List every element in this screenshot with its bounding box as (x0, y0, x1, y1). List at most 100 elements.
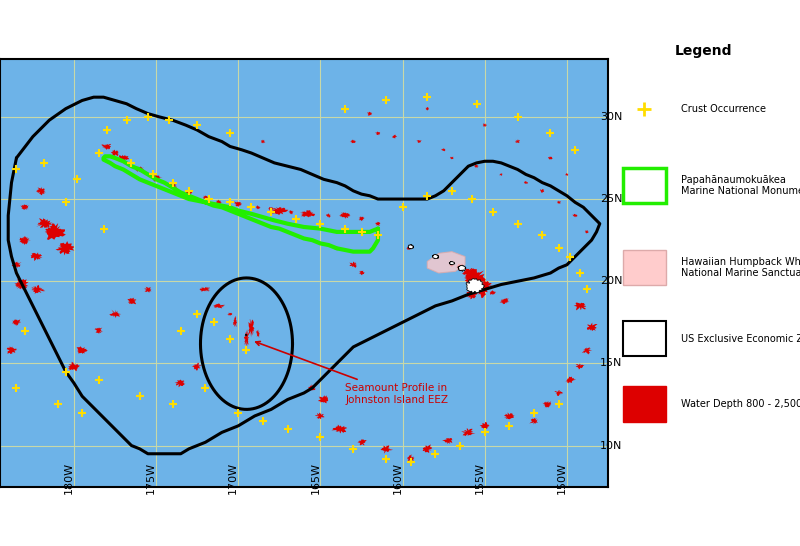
Point (574, 269, 586, 277)
Polygon shape (192, 363, 202, 371)
Polygon shape (574, 302, 586, 310)
Polygon shape (464, 268, 486, 287)
Point (564, 252, 577, 261)
Polygon shape (20, 204, 30, 210)
Point (92, 376, 105, 384)
Text: 160W: 160W (393, 462, 402, 495)
Polygon shape (585, 230, 589, 234)
Polygon shape (14, 279, 29, 290)
Polygon shape (118, 155, 129, 162)
Text: 15N: 15N (600, 358, 622, 369)
Point (338, 104, 351, 113)
Point (232, 408, 245, 417)
Polygon shape (248, 319, 254, 337)
Polygon shape (464, 290, 478, 299)
Point (92, 149, 105, 157)
Text: 25N: 25N (600, 194, 622, 204)
Polygon shape (408, 245, 414, 249)
Point (190, 121, 203, 129)
Polygon shape (32, 285, 46, 294)
Polygon shape (425, 107, 429, 111)
Polygon shape (481, 281, 493, 289)
Polygon shape (350, 139, 356, 143)
Point (10, 384, 23, 393)
Point (76, 408, 89, 417)
Polygon shape (461, 429, 475, 436)
Polygon shape (407, 454, 414, 461)
Point (486, 208, 499, 217)
Polygon shape (392, 134, 397, 139)
Polygon shape (315, 413, 324, 419)
Polygon shape (466, 278, 485, 293)
Polygon shape (36, 218, 53, 228)
Point (202, 195, 215, 204)
Polygon shape (565, 173, 568, 176)
Bar (623, 387, 666, 422)
Polygon shape (427, 252, 465, 273)
Polygon shape (144, 287, 151, 293)
Point (478, 428, 491, 437)
Point (166, 178, 179, 187)
Point (10, 165, 23, 174)
Polygon shape (456, 265, 464, 271)
Text: Water Depth 800 - 2,500 m: Water Depth 800 - 2,500 m (681, 399, 800, 409)
Polygon shape (432, 254, 438, 259)
Polygon shape (566, 377, 576, 383)
Polygon shape (350, 262, 357, 268)
Point (120, 116, 133, 124)
Polygon shape (375, 132, 380, 135)
Text: 10N: 10N (600, 441, 622, 450)
Polygon shape (367, 112, 372, 116)
Polygon shape (216, 200, 222, 205)
Polygon shape (358, 216, 365, 221)
Polygon shape (542, 401, 551, 408)
Point (38, 158, 50, 167)
Point (245, 203, 258, 212)
Point (265, 208, 278, 217)
Point (338, 224, 351, 233)
Point (71, 175, 84, 183)
Text: Crust Occurrence: Crust Occurrence (681, 104, 766, 114)
Polygon shape (381, 445, 393, 454)
Polygon shape (339, 212, 350, 218)
Polygon shape (524, 181, 528, 184)
Polygon shape (504, 412, 514, 419)
Point (224, 198, 237, 207)
Point (314, 219, 327, 228)
Polygon shape (169, 183, 177, 189)
Polygon shape (449, 262, 454, 265)
Polygon shape (36, 187, 46, 195)
Point (125, 158, 138, 167)
Point (454, 441, 466, 450)
Polygon shape (234, 201, 242, 207)
Polygon shape (540, 189, 544, 193)
Text: US Exclusive Economic Zone: US Exclusive Economic Zone (681, 334, 800, 343)
Point (224, 334, 237, 343)
Point (552, 244, 565, 253)
Point (281, 425, 294, 434)
Point (146, 170, 159, 179)
Polygon shape (530, 418, 538, 424)
Polygon shape (199, 287, 210, 292)
Point (429, 449, 442, 458)
Polygon shape (12, 319, 21, 326)
Polygon shape (128, 298, 136, 304)
Polygon shape (331, 424, 347, 434)
Polygon shape (573, 214, 578, 217)
Polygon shape (450, 262, 454, 267)
Polygon shape (499, 298, 510, 304)
Polygon shape (109, 310, 121, 318)
Point (142, 112, 154, 121)
Polygon shape (255, 205, 260, 210)
Point (552, 400, 565, 409)
Polygon shape (300, 210, 315, 217)
Point (466, 195, 478, 204)
Polygon shape (6, 346, 17, 354)
Point (257, 417, 270, 425)
Text: 155W: 155W (474, 462, 485, 495)
Point (446, 187, 458, 195)
Polygon shape (554, 390, 563, 396)
Polygon shape (12, 262, 22, 268)
Polygon shape (213, 304, 225, 308)
Polygon shape (442, 148, 446, 151)
